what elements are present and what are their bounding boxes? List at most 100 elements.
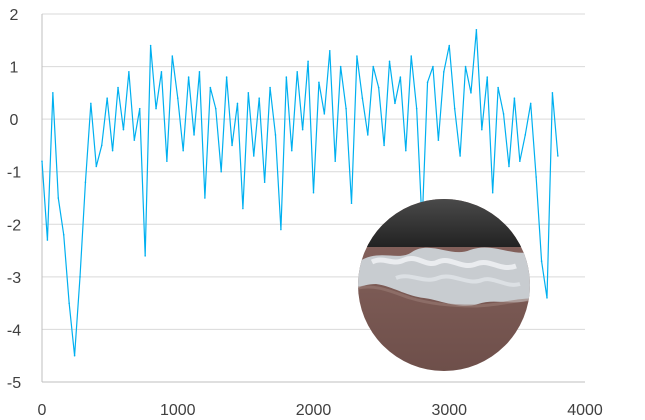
data-point	[263, 181, 266, 184]
data-point	[269, 86, 271, 89]
data-point	[318, 81, 320, 84]
y-tick-label: -5	[7, 375, 21, 392]
data-point	[443, 71, 445, 73]
data-point	[334, 160, 337, 162]
y-tick-label: -4	[7, 322, 21, 339]
data-point	[497, 86, 499, 89]
axes	[41, 14, 585, 383]
data-point	[236, 102, 239, 105]
data-point	[274, 134, 277, 136]
data-point	[529, 102, 532, 105]
data-point	[290, 149, 293, 152]
data-point	[247, 92, 250, 94]
data-point	[242, 207, 244, 210]
data-point	[46, 239, 49, 241]
data-point	[415, 107, 418, 110]
data-point	[464, 65, 467, 68]
data-point	[453, 107, 456, 110]
data-point	[187, 76, 190, 78]
data-point	[356, 55, 358, 57]
data-point	[100, 144, 103, 147]
data-point	[176, 97, 179, 99]
data-point	[448, 44, 451, 47]
series-line-0	[41, 29, 559, 357]
data-point	[62, 234, 65, 236]
data-point	[204, 197, 206, 199]
data-point	[502, 113, 505, 115]
data-point	[111, 149, 114, 152]
data-point	[475, 28, 478, 31]
data-point	[437, 139, 440, 141]
data-point	[312, 191, 315, 194]
data-point	[345, 107, 347, 110]
data-point	[73, 354, 76, 357]
data-point	[486, 76, 489, 78]
data-point	[144, 255, 146, 257]
data-point	[383, 144, 385, 147]
data-point	[459, 155, 461, 157]
data-point	[432, 65, 434, 68]
data-point	[252, 155, 255, 157]
data-point	[508, 165, 510, 168]
data-point	[307, 60, 309, 63]
data-point	[220, 170, 222, 173]
data-point	[84, 181, 87, 184]
data-point	[519, 160, 521, 162]
data-point	[388, 60, 391, 63]
data-point	[214, 107, 217, 110]
data-point	[491, 191, 494, 194]
data-point	[90, 102, 92, 105]
data-point	[323, 113, 326, 115]
x-tick-label: 0	[38, 402, 47, 419]
y-tick-label: 0	[10, 112, 19, 129]
data-point	[155, 107, 157, 110]
data-point	[551, 92, 554, 94]
y-tick-label: 2	[10, 7, 19, 24]
data-point	[367, 134, 369, 136]
data-point	[535, 176, 537, 178]
data-point	[513, 97, 516, 99]
data-point	[41, 160, 43, 162]
data-point	[377, 86, 380, 89]
data-point	[160, 71, 163, 73]
data-point	[350, 202, 353, 205]
data-point	[540, 260, 543, 262]
data-point	[225, 76, 228, 78]
data-point	[328, 50, 331, 52]
data-point	[524, 134, 527, 136]
data-point	[339, 65, 342, 68]
y-tick-label: -1	[7, 165, 21, 182]
data-point	[258, 97, 261, 99]
data-point	[557, 155, 559, 157]
series-layer	[41, 28, 559, 357]
data-point	[182, 149, 184, 152]
data-point	[231, 144, 233, 147]
data-point	[166, 160, 168, 162]
data-point	[426, 81, 429, 84]
x-tick-label: 3000	[431, 402, 467, 419]
data-point	[68, 302, 70, 304]
data-point	[171, 55, 174, 57]
data-point	[481, 128, 483, 131]
data-point	[149, 44, 152, 47]
data-point	[79, 276, 81, 278]
data-point	[128, 71, 130, 73]
inset-photo	[358, 199, 530, 371]
data-point	[95, 165, 98, 168]
data-point	[372, 65, 375, 68]
data-point	[470, 92, 472, 94]
data-point	[193, 134, 195, 136]
data-point	[546, 297, 548, 299]
y-tick-label: 1	[10, 60, 19, 77]
data-point	[301, 128, 304, 131]
data-point	[280, 228, 282, 231]
data-point	[138, 107, 141, 110]
data-point	[405, 149, 407, 152]
data-point	[198, 71, 201, 73]
data-point	[296, 71, 299, 73]
data-point	[399, 76, 402, 78]
data-point	[133, 139, 136, 141]
data-point	[361, 97, 364, 99]
x-tick-label: 4000	[567, 402, 603, 419]
